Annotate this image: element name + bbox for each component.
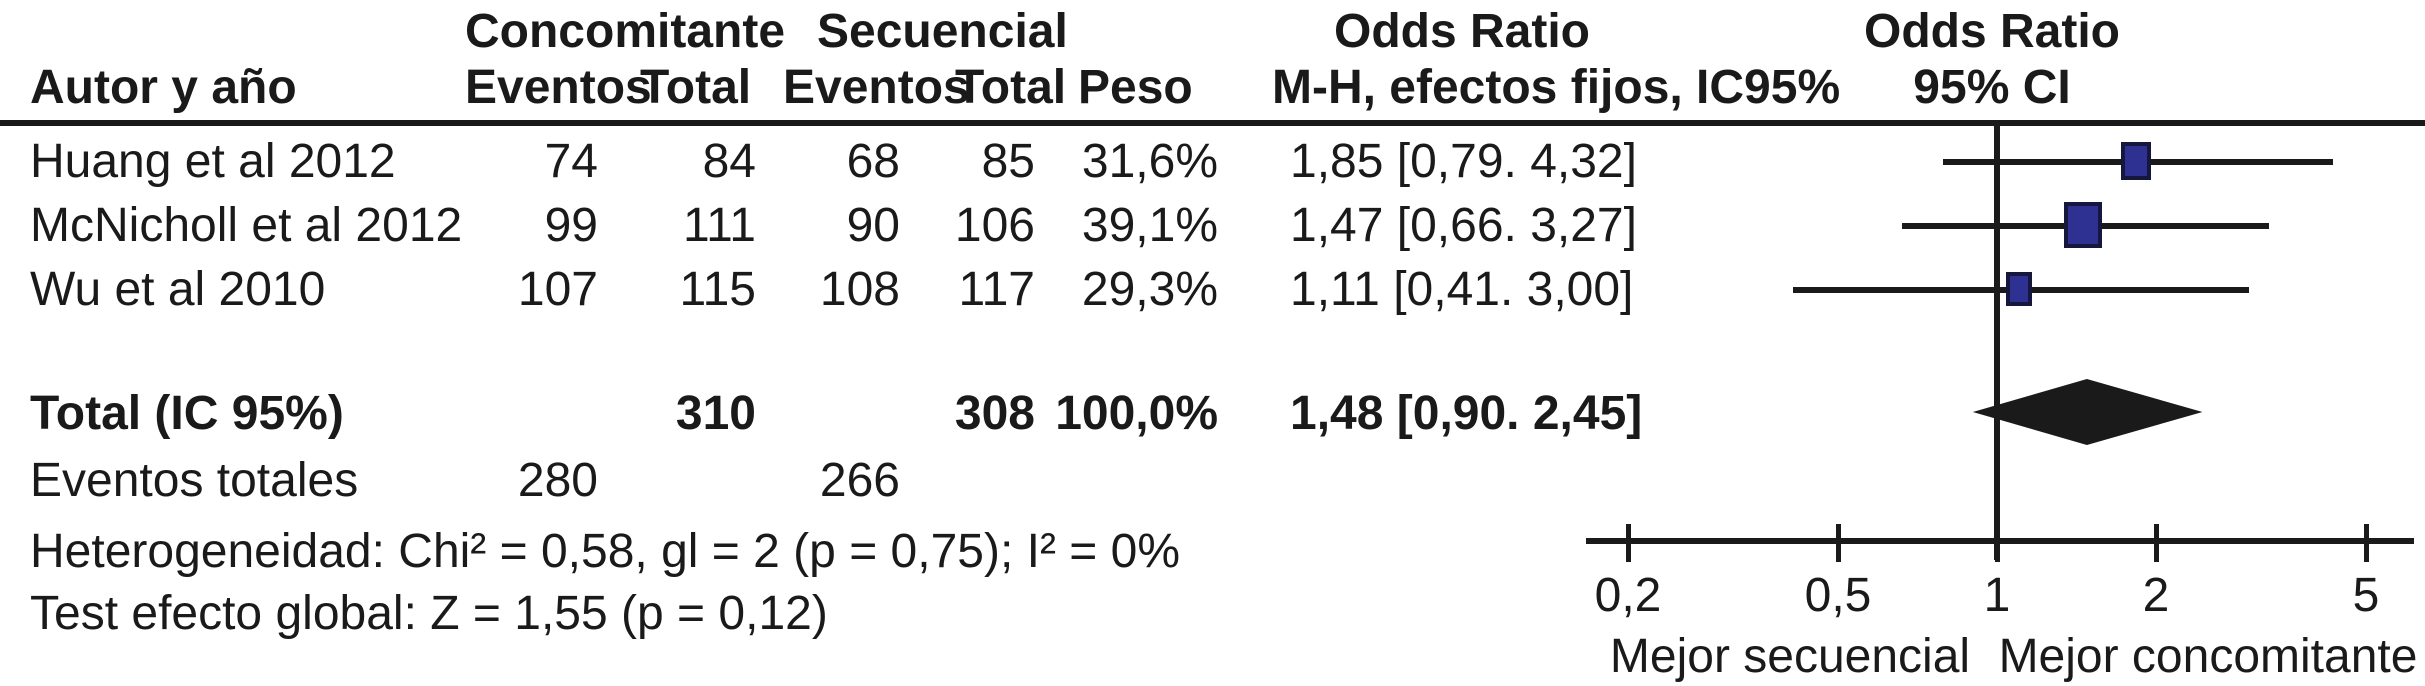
study-total-1: 84 (702, 135, 756, 188)
overall-effect-note: Test efecto global: Z = 1,55 (p = 0,12) (30, 587, 828, 640)
study-total-1: 111 (683, 199, 756, 252)
col-header-or-method: M-H, efectos fijos, IC95% (1272, 61, 1841, 114)
col-header-95ci: 95% CI (1913, 61, 2071, 114)
axis-tick-label: 5 (2352, 569, 2380, 622)
study-name: McNicholl et al 2012 (30, 199, 463, 252)
study-weight: 31,6% (1081, 135, 1218, 188)
axis-tick-label: 2 (2142, 569, 2170, 622)
col-header-total-2: Total (955, 61, 1067, 114)
axis-tick (2154, 524, 2159, 562)
study-weight: 39,1% (1081, 199, 1218, 252)
total-or-ci: 1,48 [0,90. 2,45] (1290, 387, 1643, 440)
study-events-1: 99 (544, 199, 598, 252)
study-total-1: 115 (679, 263, 756, 316)
col-header-events-1: Eventos (465, 61, 652, 114)
or-point-square (2006, 272, 2032, 306)
study-or-ci: 1,47 [0,66. 3,27] (1290, 199, 1637, 252)
total-label: Total (IC 95%) (30, 387, 344, 440)
study-or-ci: 1,85 [0,79. 4,32] (1290, 135, 1637, 188)
col-group-concomitante: Concomitante (465, 5, 786, 58)
col-header-events-2: Eventos (783, 61, 970, 114)
study-total-2: 85 (981, 135, 1035, 188)
total-total-1: 310 (675, 387, 756, 440)
col-header-weight: Peso (1078, 61, 1193, 114)
study-total-2: 117 (958, 263, 1035, 316)
study-name: Huang et al 2012 (30, 135, 396, 188)
col-group-secuencial: Secuencial (817, 5, 1068, 58)
study-events-1: 107 (517, 263, 598, 316)
direction-label-right: Mejor concomitante (1998, 630, 2418, 683)
axis-tick (1836, 524, 1841, 562)
study-events-2: 68 (846, 135, 900, 188)
total-weight: 100,0% (1055, 387, 1218, 440)
study-name: Wu et al 2010 (30, 263, 326, 316)
direction-label-left: Mejor secuencial (1609, 630, 1971, 683)
col-title-odds-ratio-plot: Odds Ratio (1863, 5, 2121, 58)
axis-tick (1995, 524, 2000, 562)
col-title-odds-ratio: Odds Ratio (1333, 5, 1591, 58)
heterogeneity-note: Heterogeneidad: Chi² = 0,58, gl = 2 (p =… (30, 525, 1181, 578)
study-total-2: 106 (954, 199, 1035, 252)
col-header-total-1: Total (640, 61, 752, 114)
total-events-1: 280 (517, 454, 598, 507)
axis-tick-label: 1 (1983, 569, 2011, 622)
header-divider (0, 120, 2425, 126)
study-events-2: 90 (846, 199, 900, 252)
col-header-author: Autor y año (30, 61, 297, 114)
null-effect-line (1994, 126, 2000, 560)
x-axis-line (1586, 538, 2414, 544)
axis-tick-label: 0,5 (1804, 569, 1872, 622)
or-point-square (2064, 202, 2102, 248)
study-events-2: 108 (819, 263, 900, 316)
study-weight: 29,3% (1081, 263, 1218, 316)
or-point-square (2121, 142, 2151, 180)
study-events-1: 74 (544, 135, 598, 188)
axis-tick (2364, 524, 2369, 562)
total-events-2: 266 (819, 454, 900, 507)
study-or-ci: 1,11 [0,41. 3,00] (1290, 263, 1634, 316)
axis-tick-label: 0,2 (1594, 569, 1662, 622)
total-events-label: Eventos totales (30, 454, 359, 507)
axis-tick (1626, 524, 1631, 562)
total-total-2: 308 (954, 387, 1035, 440)
